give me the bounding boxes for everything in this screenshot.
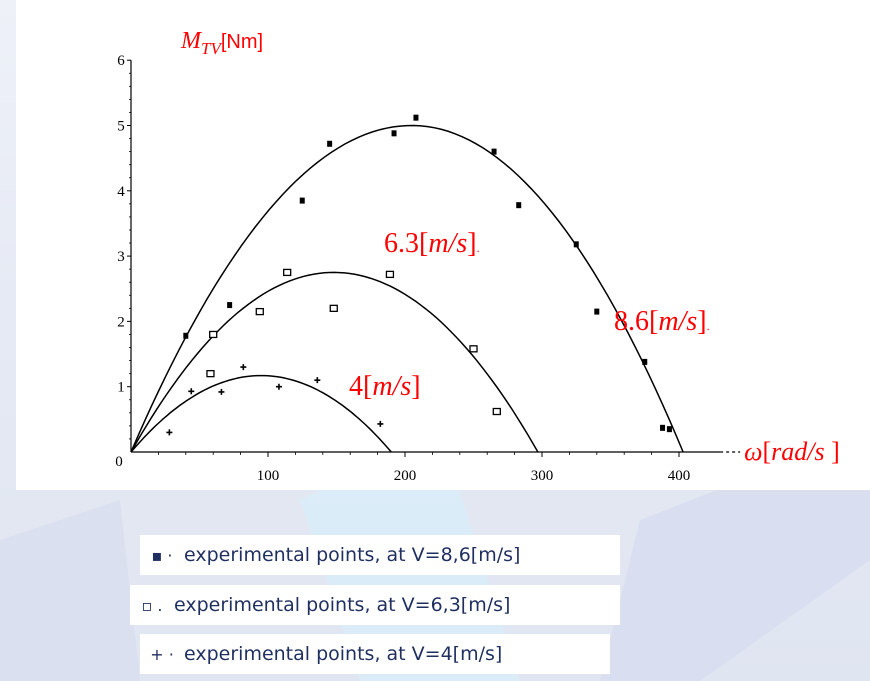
legend: ▪ · experimental points, at V=8,6[m/s] ▫…: [130, 527, 630, 677]
data-point-v4: [275, 383, 282, 390]
data-point-v86: [666, 426, 672, 433]
legend-label-v63: experimental points, at V=6,3[m/s]: [174, 594, 511, 616]
data-point-v86: [183, 332, 189, 339]
legend-item-v4: + · experimental points, at V=4[m/s]: [140, 634, 610, 674]
torque-speed-chart: 0 1 2 3 4 5 6 100 200 300 400 MTV[Nm] ω[rad/s ] 6.3[m…: [115, 28, 840, 484]
x-tick-label: 200: [394, 468, 417, 484]
curve-label-v63: 6.3[m/s].: [384, 228, 480, 259]
data-point-v86: [642, 358, 648, 365]
data-point-v4: [314, 377, 321, 384]
x-tick-label: 100: [257, 468, 280, 484]
plot-panel: 0 1 2 3 4 5 6 100 200 300 400 MTV[Nm] ω[rad/s ] 6.3[m…: [16, 0, 870, 490]
data-point-v63: [255, 307, 264, 316]
plus-marker-icon: + ·: [150, 644, 174, 664]
data-point-v63: [469, 345, 478, 353]
data-point-v86: [227, 302, 233, 309]
data-point-v86: [660, 424, 666, 431]
data-point-v86: [413, 114, 419, 121]
legend-label-v86: experimental points, at V=8,6[m/s]: [184, 544, 521, 566]
data-point-v4: [188, 388, 195, 395]
curve-label-v4: 4[m/s]: [349, 371, 421, 402]
y-tick-label: 3: [117, 249, 125, 265]
data-point-v63: [209, 330, 218, 339]
y-tick-label: 2: [117, 314, 125, 330]
filled-square-marker-icon: ▪ ·: [151, 545, 173, 565]
data-point-v86: [516, 202, 522, 209]
data-point-v86: [391, 130, 397, 137]
data-point-v86: [594, 308, 600, 315]
data-point-v63: [329, 304, 338, 312]
x-tick-label: 400: [668, 468, 691, 484]
legend-item-v86: ▪ · experimental points, at V=8,6[m/s]: [140, 535, 620, 575]
data-point-v63: [283, 268, 292, 277]
open-square-marker-icon: ▫ .: [141, 595, 163, 615]
x-tick-label: 300: [531, 468, 554, 484]
data-point-v86: [299, 197, 305, 204]
data-point-v63: [385, 270, 395, 279]
data-point-v4: [377, 420, 384, 427]
data-point-v86: [491, 148, 497, 155]
y-tick-label: 5: [117, 119, 125, 135]
y-tick-label: 0: [115, 454, 123, 470]
data-point-v63: [206, 369, 215, 378]
y-axis-label: MTV[Nm]: [180, 28, 263, 58]
y-tick-label: 6: [117, 53, 125, 69]
data-point-v4: [166, 429, 173, 436]
fit-curve-v4: [130, 374, 392, 453]
data-point-v86: [327, 140, 333, 147]
y-tick-label: 1: [117, 380, 125, 396]
data-point-v63: [492, 407, 501, 416]
legend-item-v63: ▫ . experimental points, at V=6,3[m/s]: [130, 585, 620, 625]
x-axis-label: ω[rad/s ]: [744, 437, 840, 466]
fit-curve-v63: [130, 271, 539, 453]
data-point-v4: [240, 364, 247, 371]
y-tick-label: 4: [117, 184, 125, 200]
fit-curve-v86: [130, 124, 684, 453]
data-point-v86: [573, 241, 579, 248]
curve-label-v86: 8.6[m/s].: [614, 306, 710, 337]
data-point-v4: [218, 388, 225, 395]
legend-label-v4: experimental points, at V=4[m/s]: [184, 643, 503, 665]
